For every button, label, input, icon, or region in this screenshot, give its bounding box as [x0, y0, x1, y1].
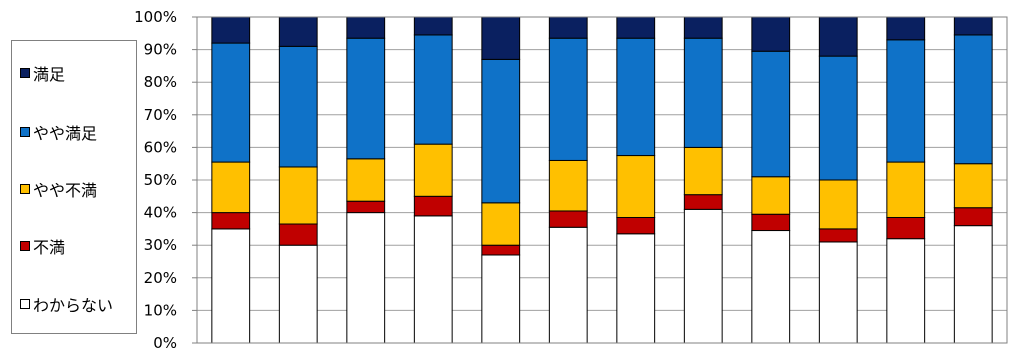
legend-label-somewhat-dissatisfied: やや不満	[33, 181, 98, 200]
legend-swatch-satisfied	[20, 68, 30, 78]
bar-segment-s2-c5	[548, 159, 588, 212]
bar-segment-s0-c11	[953, 225, 993, 344]
bar-segment-s3-c10	[886, 39, 926, 163]
y-tick-label: 40%	[144, 204, 177, 222]
bar-segment-s2-c0	[211, 161, 251, 214]
bar-segment-s0-c9	[818, 241, 858, 344]
grid-lines	[197, 17, 1007, 343]
bar-segment-s0-c4	[481, 254, 521, 344]
legend: 満足 やや満足 やや不満 不満 わからない	[11, 40, 137, 334]
y-tick-label: 0%	[153, 334, 177, 352]
bar-segment-s1-c7	[683, 194, 723, 210]
y-tick-label: 80%	[144, 73, 177, 91]
bar-segment-s3-c2	[346, 37, 386, 160]
y-tick-label: 70%	[144, 106, 177, 124]
legend-swatch-somewhat-satisfied	[20, 127, 30, 137]
bar-segment-s0-c7	[683, 208, 723, 344]
bar-segment-s1-c2	[346, 200, 386, 214]
bar-segment-s0-c10	[886, 238, 926, 344]
bar-segment-s2-c9	[818, 179, 858, 230]
bar-segment-s4-c1	[278, 16, 318, 47]
legend-item-satisfied: 満足	[20, 61, 65, 85]
bar-segment-s3-c7	[683, 37, 723, 148]
y-tick-label: 10%	[144, 301, 177, 319]
bar-segment-s0-c3	[413, 215, 453, 344]
bar-segment-s3-c5	[548, 37, 588, 161]
bar-segment-s4-c8	[751, 16, 791, 52]
bar-segment-s3-c1	[278, 45, 318, 168]
bar-segment-s1-c5	[548, 210, 588, 228]
y-tick-label: 90%	[144, 41, 177, 59]
legend-item-dissatisfied: 不満	[20, 234, 65, 258]
bar-segment-s2-c1	[278, 166, 318, 225]
bar-segment-s3-c3	[413, 34, 453, 145]
legend-swatch-unknown	[20, 299, 30, 309]
bar-segment-s2-c10	[886, 161, 926, 218]
bar-segment-s2-c2	[346, 158, 386, 202]
y-tick-label: 100%	[134, 8, 177, 26]
bar-segment-s1-c9	[818, 228, 858, 243]
y-tick-label: 30%	[144, 236, 177, 254]
bar-segment-s1-c3	[413, 195, 453, 217]
legend-item-unknown: わからない	[20, 292, 113, 316]
bar-segment-s0-c8	[751, 230, 791, 344]
legend-label-dissatisfied: 不満	[33, 238, 66, 257]
bar-segment-s2-c6	[616, 155, 656, 218]
bar-segment-s4-c0	[211, 16, 251, 44]
bar-segment-s2-c3	[413, 143, 453, 197]
bar-segment-s4-c3	[413, 16, 453, 36]
legend-swatch-dissatisfied	[20, 241, 30, 251]
bar-segment-s3-c4	[481, 58, 521, 204]
bar-segment-s2-c8	[751, 176, 791, 215]
bar-segment-s4-c11	[953, 16, 993, 36]
y-axis: 0% 10% 20% 30% 40% 50% 60% 70% 80% 90% 100%	[134, 8, 1008, 352]
y-tick-label: 20%	[144, 269, 177, 287]
bar-segment-s2-c4	[481, 202, 521, 246]
legend-item-somewhat-dissatisfied: やや不満	[20, 177, 97, 201]
bar-segment-s4-c2	[346, 16, 386, 39]
y-tick-label: 50%	[144, 171, 177, 189]
legend-swatch-somewhat-dissatisfied	[20, 184, 30, 194]
bar-segment-s4-c5	[548, 16, 588, 39]
legend-label-satisfied: 満足	[33, 65, 66, 84]
bar-segment-s0-c2	[346, 212, 386, 344]
bar-segment-s4-c7	[683, 16, 723, 39]
bar-segment-s1-c11	[953, 207, 993, 227]
bar-segment-s1-c6	[616, 216, 656, 235]
legend-label-somewhat-satisfied: やや満足	[33, 124, 98, 143]
bar-segment-s1-c4	[481, 244, 521, 256]
bar-segment-s1-c0	[211, 212, 251, 230]
bar-segment-s4-c9	[818, 16, 858, 57]
bar-segment-s0-c5	[548, 226, 588, 344]
plot-border	[196, 16, 1008, 344]
bar-segment-s2-c11	[953, 163, 993, 209]
legend-label-unknown: わからない	[33, 296, 114, 315]
bar-segment-s0-c6	[616, 233, 656, 344]
bar-segment-s1-c1	[278, 223, 318, 246]
bar-segment-s3-c11	[953, 34, 993, 165]
bar-segment-s0-c1	[278, 244, 318, 344]
bar-segment-s3-c6	[616, 37, 656, 157]
bars	[211, 16, 993, 344]
bar-segment-s4-c10	[886, 16, 926, 41]
bar-segment-s4-c4	[481, 16, 521, 60]
bar-segment-s2-c7	[683, 146, 723, 196]
legend-item-somewhat-satisfied: やや満足	[20, 120, 97, 144]
bar-segment-s0-c0	[211, 228, 251, 344]
bar-segment-s1-c8	[751, 213, 791, 232]
y-tick-label: 60%	[144, 138, 177, 156]
bar-segment-s3-c0	[211, 42, 251, 163]
bar-segment-s1-c10	[886, 216, 926, 240]
bar-segment-s3-c9	[818, 55, 858, 181]
bar-segment-s4-c6	[616, 16, 656, 39]
bar-segment-s3-c8	[751, 50, 791, 178]
